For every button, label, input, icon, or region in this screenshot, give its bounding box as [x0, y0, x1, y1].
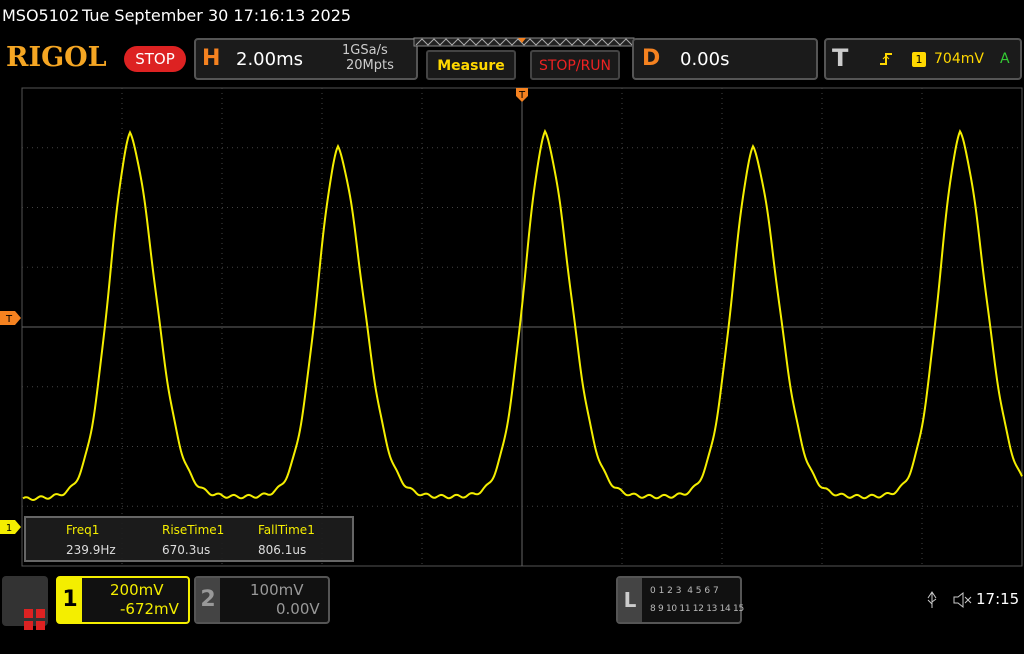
menu-button[interactable] [2, 576, 48, 630]
ch2-offset: 0.00V [276, 600, 320, 618]
delay-label: D [642, 46, 661, 71]
ch1-offset-flag [0, 520, 21, 534]
measurement-panel: Freq1 239.9Hz RiseTime1 670.3us FallTime1 806… [24, 516, 354, 562]
timebase: 2.00ms [236, 49, 303, 70]
trigger-source: 1 [912, 52, 926, 67]
delay-panel[interactable]: D 0.00s [632, 38, 818, 80]
clock: 17:15 [976, 590, 1020, 608]
measurement-value: 239.9Hz [66, 543, 116, 557]
graticule [22, 88, 1022, 566]
horizontal-panel[interactable]: H 2.00ms 1GSa/s 20Mpts [194, 38, 418, 80]
scope-screen: MSO5102 Tue September 30 17:16:13 2025 R… [0, 6, 1023, 630]
logic-label: L [618, 578, 642, 622]
memory-depth: 20Mpts [346, 58, 394, 73]
ch1-trace [22, 128, 1023, 502]
delay-value: 0.00s [680, 49, 730, 70]
ch2-scale: 100mV [250, 581, 304, 599]
ch1-offset: -672mV [120, 600, 179, 618]
run-state[interactable]: STOP [124, 46, 186, 72]
measure-button[interactable]: Measure [426, 50, 516, 80]
logic-panel[interactable]: L 0 1 2 3 4 5 6 7 8 9 10 11 12 13 14 15 [616, 576, 744, 624]
trigger-label: T [832, 44, 849, 72]
trigger-level-flag [0, 311, 21, 325]
measurement-value: 806.1us [258, 543, 307, 557]
stop-run-button[interactable]: STOP/RUN [530, 50, 620, 80]
memory-bar [413, 37, 635, 47]
trigger-level: 704mV [934, 51, 984, 67]
ch1-panel[interactable]: 1 200mV -672mV [56, 576, 190, 624]
trigger-panel[interactable]: T 1 704mV A [824, 38, 1022, 80]
ch2-panel[interactable]: 2 100mV 0.00V [194, 576, 330, 624]
trigger-mode: A [1000, 51, 1010, 67]
status-datetime: Tue September 30 17:16:13 2025 [82, 6, 352, 25]
measurement-name: RiseTime1 [162, 523, 225, 537]
horizontal-label: H [202, 46, 221, 71]
logo: RIGOL [6, 42, 107, 73]
status-icons [927, 591, 972, 609]
channel1-marker: 1 [6, 523, 12, 534]
ch1-scale: 200mV [110, 581, 164, 599]
status-model: MSO5102 [2, 6, 80, 25]
logic-row2: 8 9 10 11 12 13 14 15 [650, 604, 744, 614]
measurement-value: 670.3us [162, 543, 211, 557]
sample-rate: 1GSa/s [342, 43, 388, 58]
trigger-edge-icon [880, 53, 892, 65]
waveform-area: T T 1 [0, 87, 1023, 567]
trigger-level-marker: T [5, 314, 13, 325]
menu-icon [24, 609, 46, 630]
ch1-number: 1 [58, 578, 82, 622]
trigger-position-flag [516, 88, 528, 102]
trigger-position-marker: T [518, 90, 526, 101]
ch2-number: 2 [196, 578, 220, 622]
logic-row1: 0 1 2 3 4 5 6 7 [650, 586, 719, 596]
measurement-name: FallTime1 [258, 523, 315, 537]
measurement-name: Freq1 [66, 523, 100, 537]
